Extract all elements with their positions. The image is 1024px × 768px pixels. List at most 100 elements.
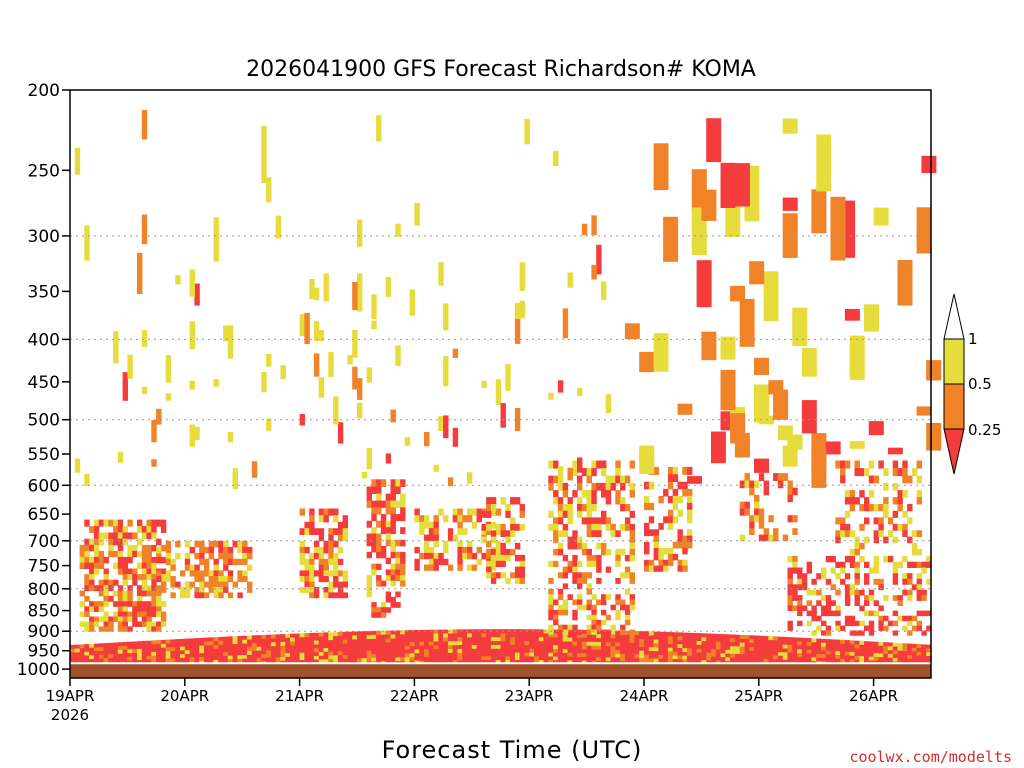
heatmap-cell [897,468,903,477]
heatmap-cell [467,564,473,571]
y-tick-label: 400 [28,330,60,350]
heatmap-cell [467,629,473,634]
heatmap-cell [911,530,918,538]
heatmap-cell [629,323,635,339]
heatmap-cell [873,555,879,563]
heatmap-cell [667,547,674,555]
heatmap-cell [337,528,344,535]
heatmap-cell [811,657,817,662]
heatmap-cell [299,641,305,646]
heatmap-cell [141,556,148,564]
heatmap-cell [696,648,702,653]
heatmap-cell [490,558,497,566]
heatmap-cell [801,400,808,434]
heatmap-cell [313,552,320,560]
heatmap-cell [672,495,679,504]
heatmap-cell [725,345,731,360]
heatmap-cell [357,643,363,648]
heatmap-cell [763,271,769,322]
heatmap-cell [285,641,291,647]
heatmap-cell [447,564,454,571]
heatmap-cell [184,650,191,655]
heatmap-cell [849,648,856,653]
heatmap-cell [395,223,401,237]
heatmap-cell [323,564,329,571]
heatmap-cell [811,589,817,596]
heatmap-cell [337,658,344,663]
heatmap-cell [911,659,918,664]
heatmap-cell [854,648,860,653]
heatmap-cell [548,645,554,650]
heatmap-cell [313,659,320,664]
heatmap-cell [160,556,167,564]
heatmap-cell [313,636,320,642]
heatmap-cell [127,656,133,662]
heatmap-cell [156,408,162,425]
heatmap-cell [500,644,506,650]
heatmap-cell [701,656,707,661]
heatmap-cell [562,599,569,606]
heatmap-cell [108,519,114,527]
heatmap-cell [471,641,478,646]
heatmap-cell [443,649,449,654]
heatmap-cell [667,632,674,637]
heatmap-cell [199,576,205,583]
heatmap-cell [309,515,315,523]
heatmap-cell [481,648,487,654]
heatmap-cell [371,320,377,330]
heatmap-cell [371,642,377,648]
heatmap-cell [419,521,425,529]
heatmap-cell [141,648,148,653]
heatmap-cell [806,642,812,647]
heatmap-cell [467,546,473,554]
heatmap-cell [213,217,219,262]
heatmap-cell [390,646,396,651]
heatmap-cell [605,661,612,664]
heatmap-cell [490,572,497,579]
heatmap-cell [844,595,851,601]
heatmap-cell [634,631,640,636]
heatmap-cell [390,520,396,528]
heatmap-cell [864,595,870,601]
heatmap-cell [414,637,420,643]
heatmap-cell [715,649,722,654]
heatmap-cell [672,659,679,663]
heatmap-cell [868,567,875,574]
heatmap-cell [859,630,865,636]
heatmap-cell [591,490,597,498]
heatmap-cell [624,646,631,651]
heatmap-cell [701,660,707,664]
heatmap-cell [165,558,172,566]
heatmap-cell [926,207,932,254]
heatmap-cell [730,345,736,360]
heatmap-cell [165,540,172,548]
heatmap-cell [218,592,224,599]
heatmap-cell [548,604,554,611]
heatmap-cell [251,643,258,648]
heatmap-cell [428,521,435,529]
heatmap-cell [821,595,827,601]
heatmap-cell [218,587,224,593]
heatmap-cell [586,604,592,611]
heatmap-cell [122,616,128,622]
heatmap-cell [505,554,511,562]
heatmap-cell [151,626,157,632]
heatmap-cell [141,386,148,395]
heatmap-cell [868,660,875,664]
heatmap-cell [333,647,339,652]
heatmap-cell [519,637,525,642]
heatmap-cell [443,515,449,523]
heatmap-cell [701,652,707,657]
heatmap-cell [586,490,592,498]
heatmap-cell [141,585,148,592]
heatmap-cell [816,654,822,659]
heatmap-cell [294,641,301,646]
heatmap-cell [342,581,348,588]
heatmap-cell [777,648,784,653]
heatmap-cell [156,590,162,597]
heatmap-cell [849,630,856,636]
heatmap-cell [557,482,564,491]
heatmap-cell [557,517,564,525]
heatmap-cell [644,541,650,549]
heatmap-cell [424,521,430,529]
